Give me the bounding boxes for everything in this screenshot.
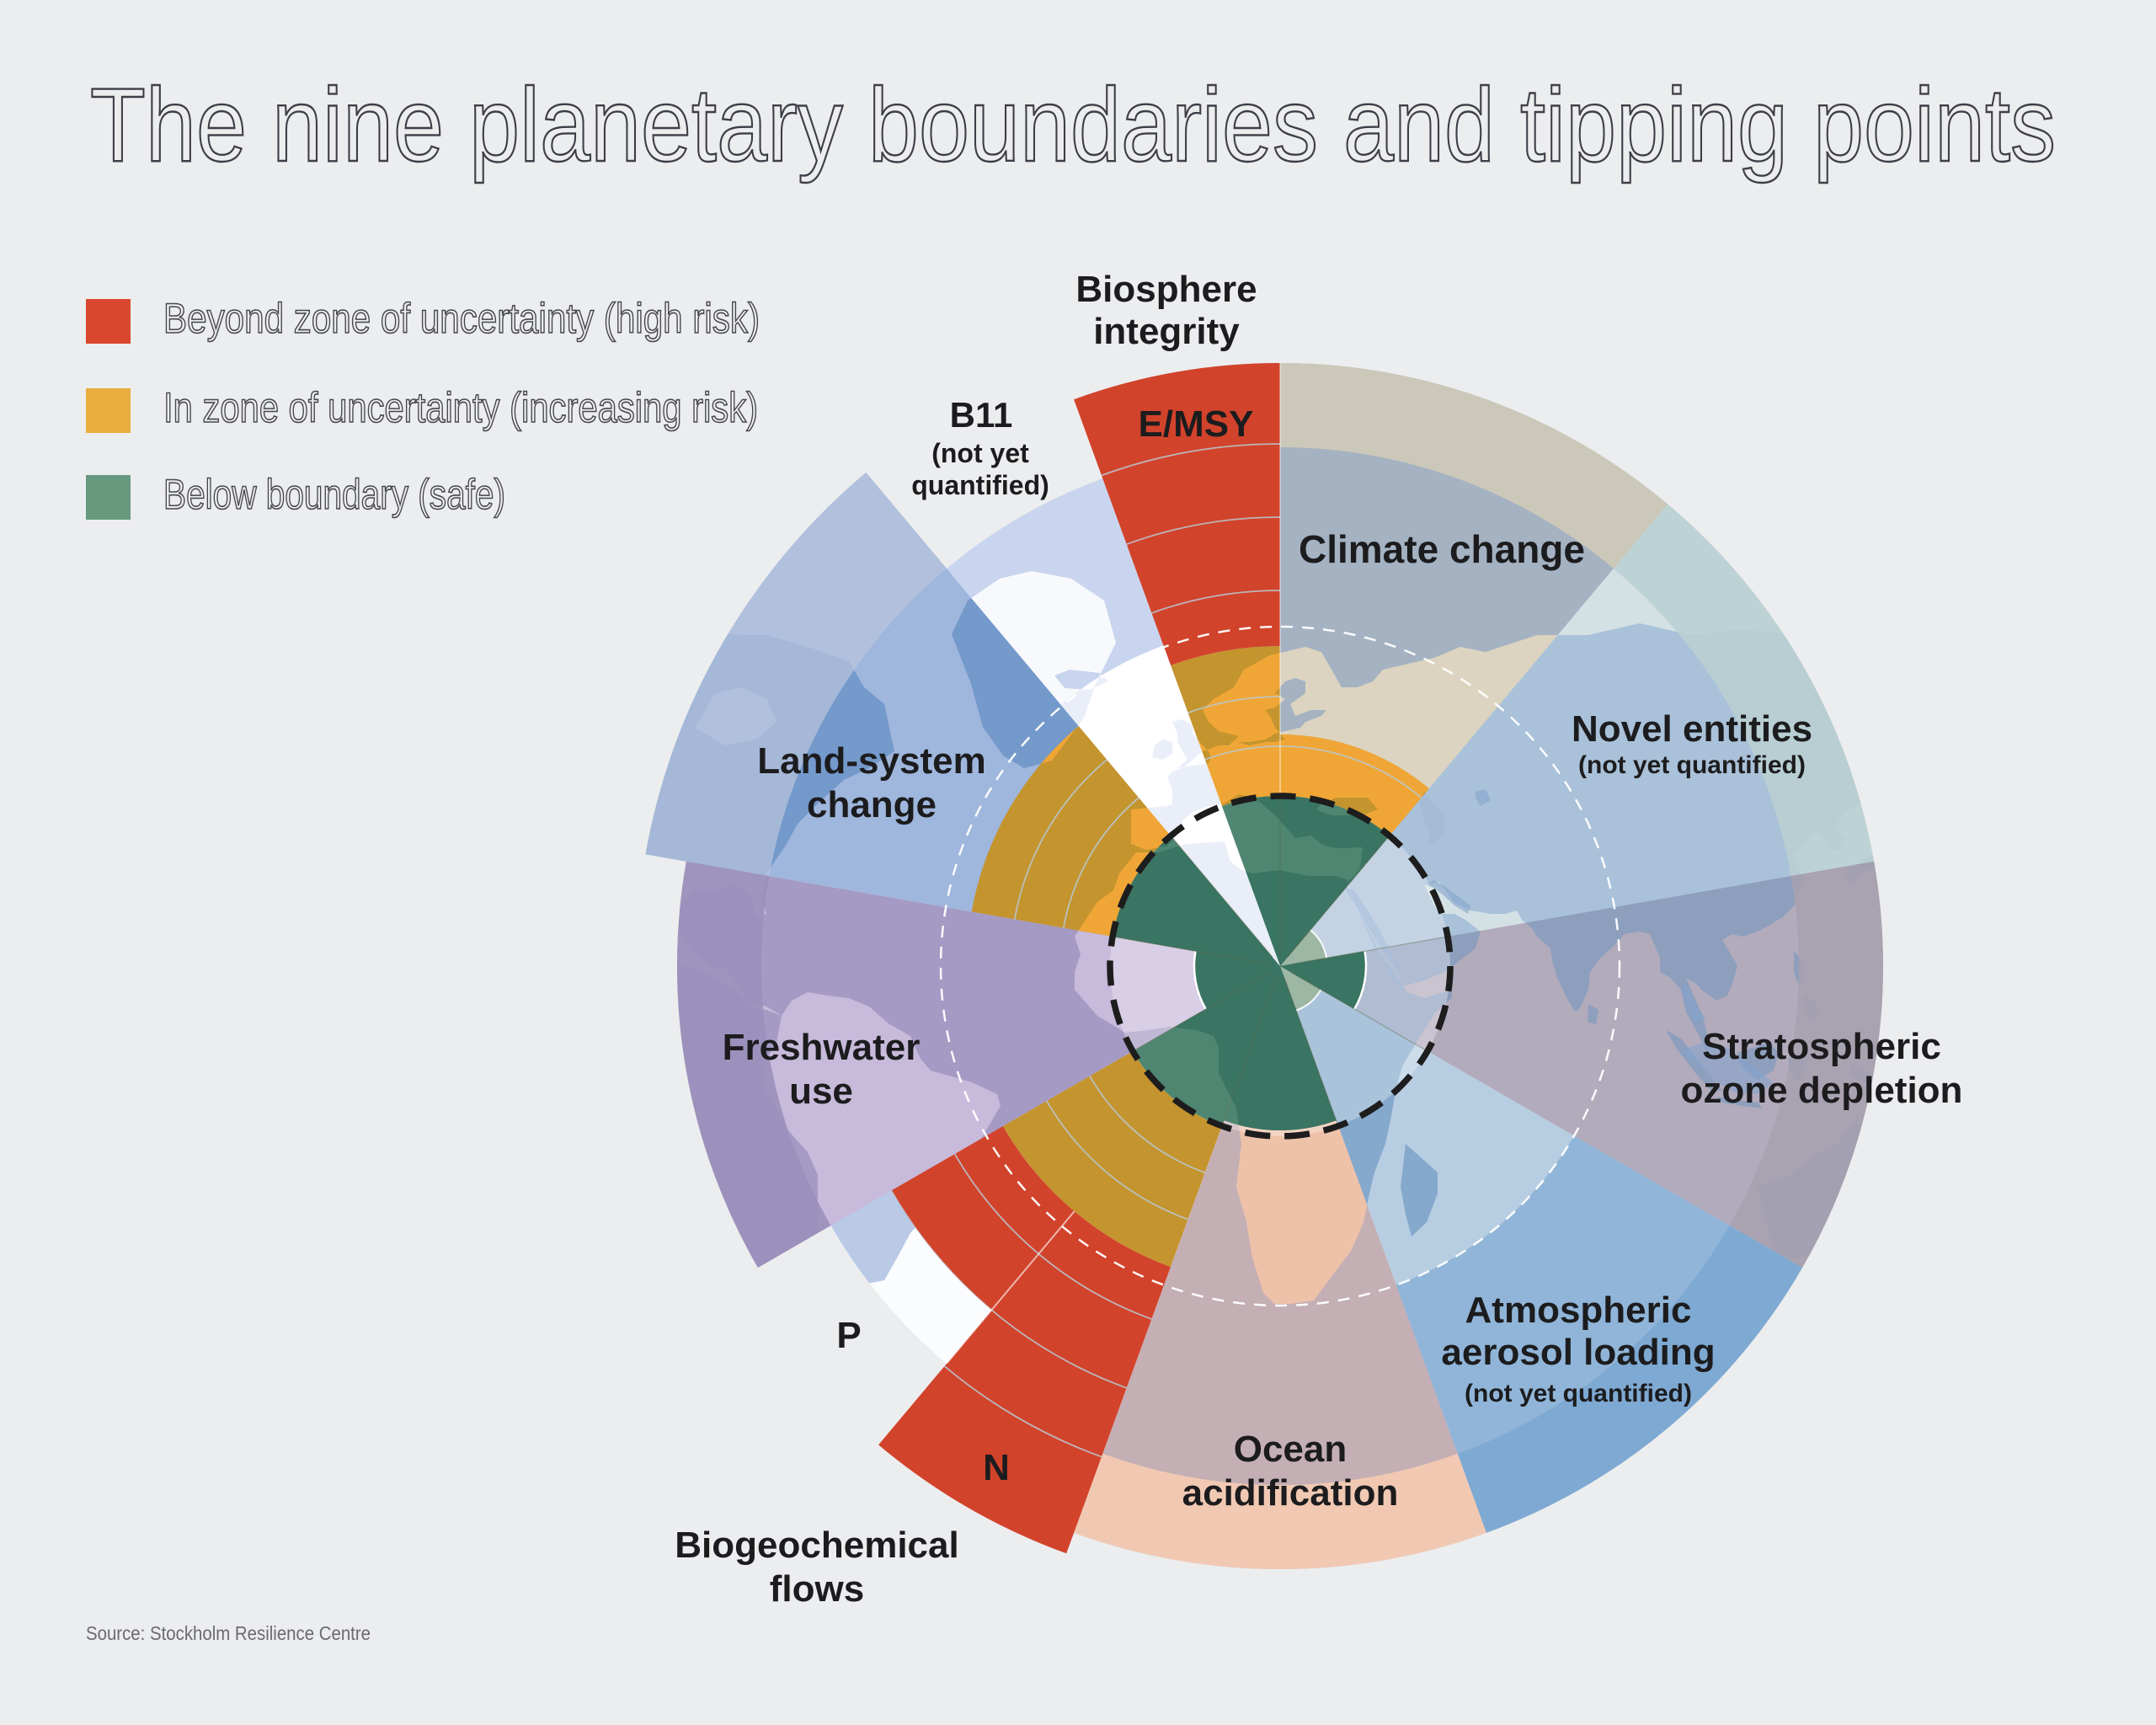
svg-text:Ocean: Ocean xyxy=(1234,1429,1348,1470)
svg-text:Source: Stockholm Resilience C: Source: Stockholm Resilience Centre xyxy=(86,1622,371,1644)
svg-text:use: use xyxy=(789,1071,853,1112)
svg-text:ozone depletion: ozone depletion xyxy=(1681,1070,1963,1111)
svg-text:In zone of uncertainty (increa: In zone of uncertainty (increasing risk) xyxy=(163,384,758,431)
svg-text:Stratospheric: Stratospheric xyxy=(1702,1026,1941,1067)
svg-text:Biosphere: Biosphere xyxy=(1075,269,1257,310)
svg-text:E/MSY: E/MSY xyxy=(1139,403,1254,445)
svg-text:N: N xyxy=(983,1447,1010,1488)
svg-text:The nine planetary boundaries: The nine planetary boundaries and tippin… xyxy=(90,67,2056,184)
svg-text:Novel entities: Novel entities xyxy=(1572,708,1812,750)
svg-text:P: P xyxy=(836,1315,861,1356)
svg-text:Land-system: Land-system xyxy=(757,740,985,782)
svg-text:acidification: acidification xyxy=(1182,1472,1399,1514)
svg-text:integrity: integrity xyxy=(1093,311,1240,352)
svg-text:(not yet quantified): (not yet quantified) xyxy=(1465,1380,1692,1407)
svg-text:Atmospheric: Atmospheric xyxy=(1465,1290,1692,1331)
svg-text:quantified): quantified) xyxy=(911,470,1049,500)
svg-text:Freshwater: Freshwater xyxy=(723,1027,921,1068)
svg-text:flows: flows xyxy=(770,1568,864,1610)
svg-text:Biogeochemical: Biogeochemical xyxy=(675,1525,958,1566)
svg-text:B11: B11 xyxy=(950,395,1013,435)
svg-text:Beyond zone of uncertainty (hi: Beyond zone of uncertainty (high risk) xyxy=(163,295,760,342)
svg-text:(not yet: (not yet xyxy=(931,438,1029,468)
svg-text:change: change xyxy=(807,784,937,825)
svg-text:Climate change: Climate change xyxy=(1299,527,1585,571)
svg-text:(not yet quantified): (not yet quantified) xyxy=(1578,751,1806,779)
svg-text:aerosol loading: aerosol loading xyxy=(1441,1332,1715,1373)
svg-text:Below boundary (safe): Below boundary (safe) xyxy=(163,471,505,518)
